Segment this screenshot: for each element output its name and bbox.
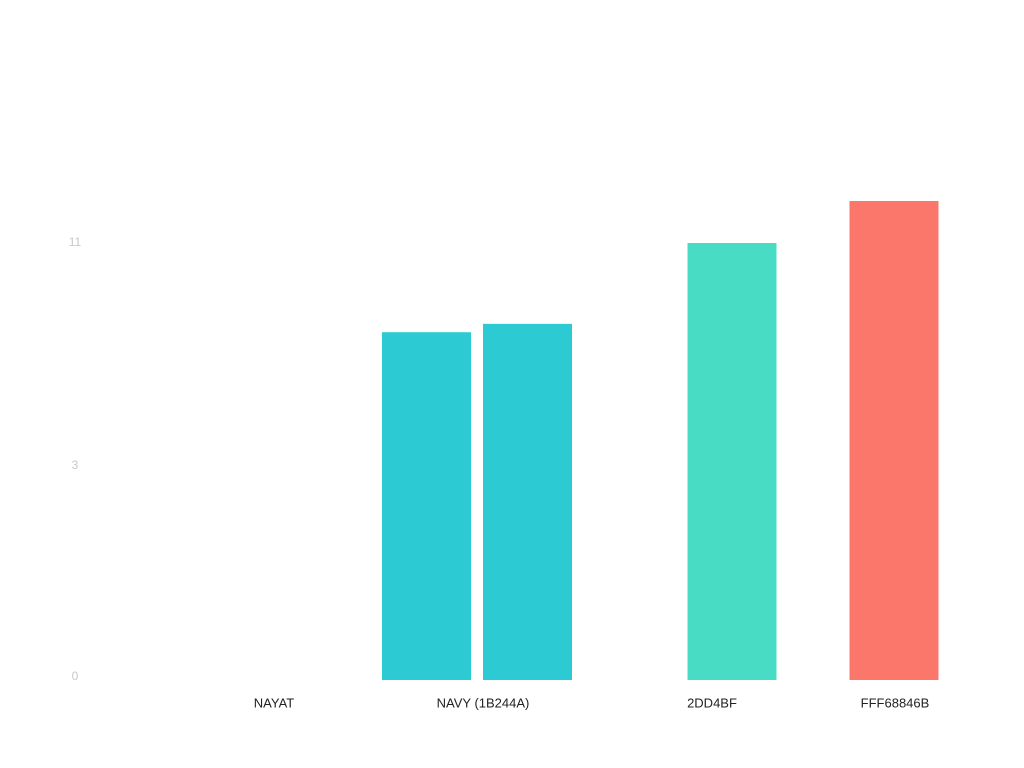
y-tick-label: 0: [72, 669, 79, 683]
bar: [687, 243, 777, 680]
y-tick-label: 11: [69, 235, 82, 249]
x-tick-label: FFF68846B: [861, 695, 930, 710]
bar: [483, 323, 572, 680]
x-tick-label: NAVY (1B244A): [437, 695, 530, 710]
bar: [382, 332, 471, 680]
bar: [849, 201, 939, 680]
x-tick-label: 2DD4BF: [687, 695, 737, 710]
y-tick-label: 3: [72, 458, 79, 472]
x-tick-label: NAYAT: [254, 695, 295, 710]
